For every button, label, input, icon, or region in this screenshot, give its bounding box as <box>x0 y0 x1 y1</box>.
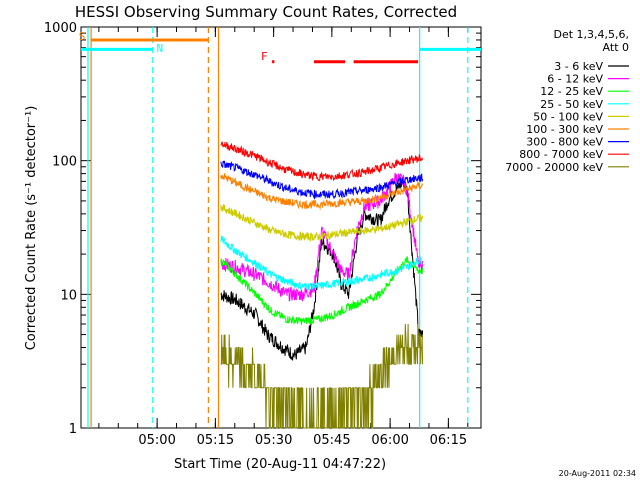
x-tick-label: 06:00 <box>371 433 408 448</box>
plot-frame <box>80 26 482 429</box>
y-tick-label: 100 <box>52 155 77 170</box>
x-tick-label: 05:30 <box>255 433 292 448</box>
annotations-group: N S F <box>79 30 268 63</box>
annotation-label-n: N <box>157 42 164 55</box>
footer-timestamp: 20-Aug-2011 02:34 <box>559 469 636 478</box>
x-tick-label: 05:00 <box>138 433 175 448</box>
vertical-markers-group <box>87 27 469 428</box>
annotation-label-s: S <box>79 30 86 43</box>
series-line-9 <box>220 323 424 429</box>
series-line-8 <box>220 141 424 182</box>
y-tick-label: 1 <box>69 422 77 437</box>
flag-bars-group <box>81 38 481 64</box>
series-line-5 <box>220 204 424 242</box>
series-line-4 <box>220 235 423 291</box>
axes-group: 1 10 100 1000 05:00 05:15 05:30 05:45 06:00 06:15 <box>44 21 482 448</box>
y-tick-label: 1000 <box>44 21 77 36</box>
chart-title: HESSI Observing Summary Count Rates, Cor… <box>75 3 457 21</box>
legend-label: 100 - 300 keV <box>526 123 603 136</box>
legend-header-line: Det 1,3,4,5,6, <box>553 28 629 41</box>
legend-label: 800 - 7000 keV <box>519 148 603 161</box>
x-tick-label: 05:15 <box>197 433 234 448</box>
x-tick-label: 05:45 <box>313 433 350 448</box>
legend-label: 6 - 12 keV <box>547 73 603 86</box>
y-axis-label: Corrected Count Rate (s⁻¹ detector⁻¹) <box>24 106 39 351</box>
legend-label: 25 - 50 keV <box>540 98 603 111</box>
series-line-1 <box>220 176 424 361</box>
legend-header-line: Att 0 <box>603 41 629 54</box>
y-tick-label: 10 <box>60 288 77 303</box>
legend-label: 50 - 100 keV <box>533 110 603 123</box>
legend-label: 12 - 25 keV <box>540 85 603 98</box>
series-group <box>220 141 424 429</box>
x-axis-label: Start Time (20-Aug-11 04:47:22) <box>174 457 386 472</box>
x-tick-label: 06:15 <box>430 433 467 448</box>
series-line-3 <box>220 256 424 326</box>
series-line-6 <box>220 173 424 211</box>
legend-label: 300 - 800 keV <box>526 136 603 149</box>
series-line-7 <box>220 160 424 200</box>
legend-label: 3 - 6 keV <box>554 60 603 73</box>
annotation-label-f: F <box>261 50 268 63</box>
legend-label: 7000 - 20000 keV <box>505 161 603 174</box>
